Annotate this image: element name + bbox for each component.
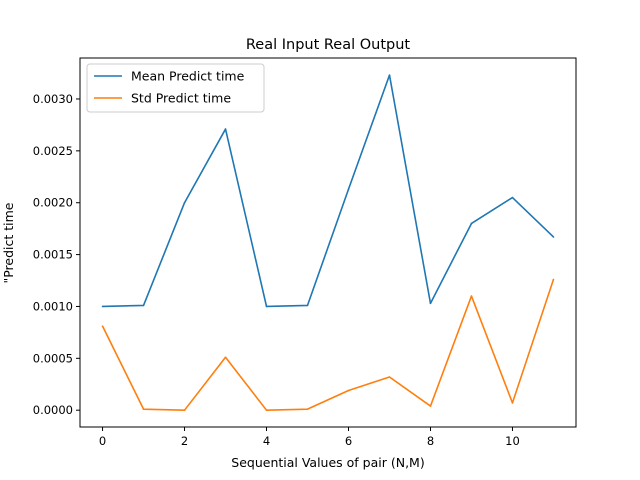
data-point [511, 402, 514, 404]
data-point [347, 389, 350, 392]
y-axis-label: "Predict time [1, 202, 16, 283]
legend-box [86, 63, 265, 113]
x-axis-label: Sequential Values of pair (N,M) [231, 455, 424, 470]
x-tick-label: 10 [505, 434, 520, 448]
y-tick-label: 0.0000 [33, 403, 73, 417]
data-point [183, 409, 186, 411]
data-point [388, 376, 391, 378]
data-point [224, 356, 227, 359]
y-tick-label: 0.0030 [33, 92, 73, 106]
data-point [101, 305, 104, 308]
series-line-mean-predict-time [102, 74, 555, 308]
x-tick-label: 8 [427, 434, 434, 448]
data-point [552, 278, 555, 281]
data-point [306, 304, 309, 307]
data-point [306, 408, 309, 410]
data-point [511, 196, 514, 199]
x-tick-label: 4 [263, 434, 270, 448]
data-point [552, 236, 555, 238]
data-point [429, 302, 432, 305]
data-point [265, 409, 268, 411]
data-point [470, 222, 473, 225]
data-point [470, 295, 473, 297]
data-point [101, 325, 104, 327]
data-point [183, 201, 186, 204]
data-point [224, 128, 227, 130]
y-tick-label: 0.0020 [33, 196, 73, 210]
y-tick-label: 0.0010 [33, 299, 73, 313]
data-point [265, 305, 268, 308]
plot-frame [79, 57, 577, 428]
y-tick-label: 0.0005 [33, 351, 73, 365]
data-point [347, 188, 350, 191]
chart-title: Real Input Real Output [246, 37, 411, 53]
series-line-std-predict-time [101, 279, 555, 411]
y-tick-label: 0.0025 [33, 144, 73, 158]
x-tick-label: 6 [345, 434, 352, 448]
legend-label: Mean Predict time [131, 69, 245, 84]
y-tick-label: 0.0015 [33, 248, 73, 262]
data-point [388, 74, 391, 76]
x-tick-label: 0 [99, 434, 106, 448]
data-point [429, 405, 432, 407]
data-point [142, 304, 145, 307]
legend: Mean Predict time Std Predict time [86, 63, 265, 113]
legend-label: Std Predict time [131, 91, 231, 106]
data-point [142, 408, 145, 410]
x-tick-label: 2 [181, 434, 188, 448]
